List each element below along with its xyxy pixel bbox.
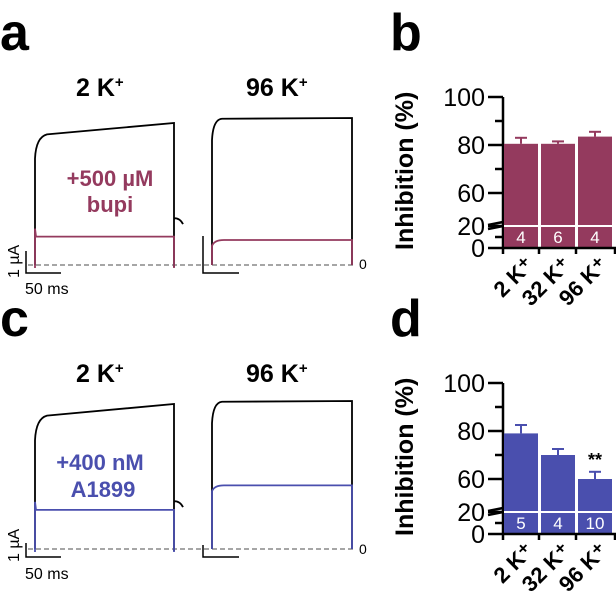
drug-label-a1899-line1: +400 nM: [56, 450, 143, 475]
y-axis-label: Inhibition (%): [391, 378, 419, 536]
n-label: 4: [590, 228, 599, 247]
scale-bar-c-96k: [202, 545, 239, 558]
zero-label-a: 0: [359, 256, 367, 272]
y-tick-label: 100: [443, 370, 485, 398]
n-label: 4: [553, 514, 562, 533]
y-tick-label: 20: [457, 213, 485, 241]
condition-title-2k-c: 2 K+: [76, 360, 124, 388]
trace-drug-2k: [34, 501, 175, 552]
drug-label-bupi-line1: +500 µM: [67, 166, 154, 191]
scale-bar-a-96k: [202, 236, 239, 274]
scale-current-label-c: 1 µA: [6, 528, 23, 562]
condition-title-96k-c: 96 K+: [246, 360, 308, 388]
panel-letter-c: c: [0, 290, 29, 348]
y-tick-label: 80: [457, 418, 485, 446]
y-tick-label: 20: [457, 499, 485, 527]
y-tick-label: 60: [457, 180, 485, 208]
n-label: 4: [516, 228, 525, 247]
traces-panel-a: [28, 117, 356, 268]
y-tick-label: 100: [443, 84, 485, 112]
y-tick-label: 80: [457, 132, 485, 160]
panel-letter-b: b: [390, 4, 422, 62]
n-label: 5: [516, 514, 525, 533]
y-axis-label: Inhibition (%): [391, 92, 419, 250]
trace-drug-2k: [34, 228, 175, 268]
trace-control-96k: [211, 400, 353, 549]
panel-letter-a: a: [0, 4, 30, 62]
n-label: 10: [586, 514, 605, 533]
scale-current-label-a: 1 µA: [6, 244, 23, 278]
bar: [541, 143, 575, 248]
zero-label-c: 0: [359, 541, 367, 557]
n-label: 6: [553, 228, 562, 247]
y-tick-label: 0: [471, 235, 485, 263]
y-tick-label: 60: [457, 466, 485, 494]
panel-a: a 2 K+ 96 K+ +500 µM bupi 1 µA 50 ms 0: [0, 4, 367, 298]
significance-label: **: [588, 450, 602, 470]
panel-letter-d: d: [390, 290, 422, 348]
drug-label-bupi-line2: bupi: [87, 192, 133, 217]
condition-title-96k-a: 96 K+: [246, 74, 308, 102]
bar: [578, 479, 612, 534]
scale-bar-a-2k: [25, 251, 61, 274]
traces-panel-c: [28, 400, 356, 552]
trace-drug-96k: [211, 484, 353, 549]
panel-c: c 2 K+ 96 K+ +400 nM A1899 1 µA 50 ms 0: [0, 290, 367, 583]
trace-control-2k: [34, 122, 184, 267]
y-tick-label: 0: [471, 521, 485, 549]
trace-control-96k: [211, 117, 353, 265]
bar: [504, 143, 538, 248]
scale-bar-c-2k: [25, 543, 61, 558]
trace-control-2k: [34, 403, 184, 551]
scale-time-label-a: 50 ms: [25, 281, 69, 298]
trace-drug-96k: [211, 239, 353, 265]
drug-label-a1899-line2: A1899: [71, 477, 136, 502]
condition-title-2k-a: 2 K+: [76, 74, 124, 102]
bar: [541, 455, 575, 534]
bar: [504, 433, 538, 534]
scale-time-label-c: 50 ms: [25, 566, 69, 583]
bar: [578, 136, 612, 248]
